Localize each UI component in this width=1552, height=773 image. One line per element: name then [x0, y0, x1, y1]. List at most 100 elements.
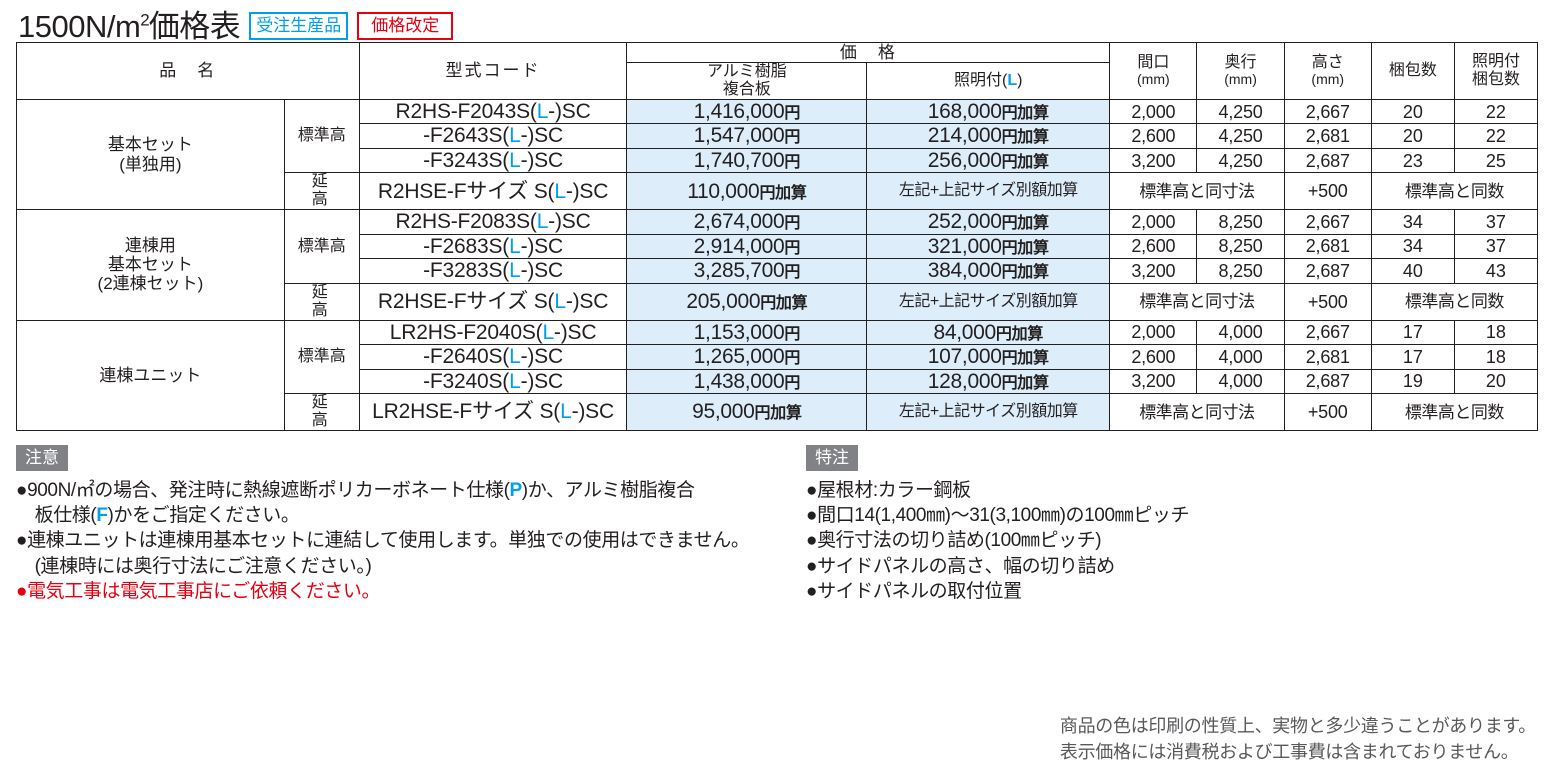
width-cell: 2,600 — [1109, 233, 1198, 260]
packages-note-cell: 標準高と同数 — [1370, 172, 1539, 211]
height-type-standard: 標準高 — [283, 98, 360, 174]
yen-unit: 円 — [784, 129, 801, 147]
header-width-unit: (mm) — [1137, 71, 1170, 88]
height-type-standard: 標準高 — [283, 319, 360, 395]
height-cell: 2,681 — [1283, 123, 1372, 149]
height-cell: +500 — [1283, 393, 1372, 431]
table-row: -F3240S(L-)SC 1,438,000円 128,000円加算 3,200 4,… — [17, 368, 1539, 395]
yen-unit: 円 — [784, 264, 801, 282]
header-packages-light-line2: 梱包数 — [1471, 70, 1520, 88]
yen-unit: 円加算 — [1001, 215, 1049, 233]
special-order-column: 特注 ●屋根材:カラー鋼板 ●間口14(1,400㎜)〜31(3,100㎜)の10… — [806, 444, 1506, 604]
disclaimer: 商品の色は印刷の性質上、実物と多少違うことがあります。 表示価格には消費税および… — [1060, 713, 1536, 765]
price-lighting-cell: 321,000円加算 — [866, 233, 1111, 260]
header-price-aluminum-line1: アルミ樹脂 — [706, 63, 787, 81]
price-aluminum-cell: 1,416,000円 — [626, 98, 868, 125]
height-type-extended: 延 高 — [283, 172, 360, 211]
header-packages: 梱包数 — [1370, 42, 1455, 100]
width-cell: 3,200 — [1109, 368, 1198, 395]
caution-item: ●900N/㎡の場合、発注時に熱線遮断ポリカーボネート仕様(P)か、アルミ樹脂複… — [16, 479, 695, 501]
model-code-cell: -F2643S(L-)SC — [358, 123, 628, 149]
packages-light-cell: 22 — [1453, 98, 1539, 125]
lighting-mark: L — [509, 234, 521, 258]
model-code-cell: R2HS-F2043S(L-)SC — [358, 98, 628, 125]
packages-light-cell: 43 — [1453, 258, 1539, 284]
price-lighting-cell: 107,000円加算 — [866, 344, 1111, 370]
spec-mark: F — [96, 505, 108, 527]
width-cell: 2,600 — [1109, 344, 1198, 370]
yen-unit: 円 — [784, 153, 801, 171]
badge-made-to-order: 受注生産品 — [249, 12, 349, 40]
table-row: -F2640S(L-)SC 1,265,000円 107,000円加算 2,600 4,… — [17, 344, 1539, 370]
header-depth-unit: (mm) — [1224, 71, 1257, 88]
product-name-line: 基本セット — [107, 255, 193, 275]
yen-unit: 円 — [784, 350, 801, 368]
caution-item: (連棟時には奥行寸法にご注意ください。) — [16, 555, 372, 577]
header-height: 高さ (mm) — [1283, 42, 1372, 100]
height-cell: 2,687 — [1283, 258, 1372, 284]
depth-cell: 4,250 — [1196, 98, 1285, 125]
packages-light-cell: 37 — [1453, 209, 1539, 235]
table-row: -F2643S(L-)SC 1,547,000円 214,000円加算 2,600 4,… — [17, 123, 1539, 149]
header-price-lighting-suffix: ) — [1017, 71, 1023, 89]
disclaimer-line-2: 表示価格には消費税および工事費は含まれておりません。 — [1059, 741, 1519, 762]
header-depth-label: 奥行 — [1224, 54, 1257, 72]
size-note-cell: 標準高と同寸法 — [1109, 282, 1285, 321]
packages-light-cell: 18 — [1453, 344, 1539, 370]
price-aluminum-cell: 1,265,000円 — [626, 344, 868, 370]
special-order-item: ●屋根材:カラー鋼板 — [806, 479, 971, 501]
header-model-code: 型式コード — [358, 42, 628, 100]
header-row-2: アルミ樹脂 複合板 照明付(L) — [17, 62, 1538, 100]
header-product-name: 品 名 — [16, 42, 360, 100]
page-title: 1500N/m2価格表 — [18, 9, 241, 44]
caution-column: 注意 ●900N/㎡の場合、発注時に熱線遮断ポリカーボネート仕様(P)か、アルミ… — [16, 444, 806, 604]
packages-cell: 17 — [1370, 319, 1455, 346]
notes-section: 注意 ●900N/㎡の場合、発注時に熱線遮断ポリカーボネート仕様(P)か、アルミ… — [0, 431, 1552, 604]
special-order-item: ●サイドパネルの高さ、幅の切り詰め — [806, 555, 1115, 577]
product-name-cell: 連棟ユニット — [16, 319, 285, 431]
model-code-cell: -F2683S(L-)SC — [358, 233, 628, 260]
lighting-mark: L — [509, 369, 521, 393]
caution-item: ●連棟ユニットは連棟用基本セットに連結して使用します。単独での使用はできません。 — [16, 530, 750, 552]
price-aluminum-cell: 1,438,000円 — [626, 368, 868, 395]
packages-cell: 34 — [1370, 233, 1455, 260]
depth-cell: 8,250 — [1196, 233, 1285, 260]
lighting-mark: L — [509, 148, 521, 172]
width-cell: 2,000 — [1109, 209, 1198, 235]
yen-unit: 円 — [784, 104, 801, 122]
special-order-item: ●間口14(1,400㎜)〜31(3,100㎜)の100㎜ピッチ — [806, 505, 1190, 527]
height-cell: 2,687 — [1283, 147, 1372, 174]
model-code-cell: R2HSE-Fサイズ S(L-)SC — [358, 172, 628, 211]
model-code-cell: LR2HS-F2040S(L-)SC — [358, 319, 628, 346]
header-price-aluminum: アルミ樹脂 複合板 — [626, 62, 868, 100]
header-price-lighting-mark: L — [1007, 71, 1018, 89]
packages-light-cell: 20 — [1453, 368, 1539, 395]
height-cell: +500 — [1283, 282, 1372, 321]
spec-mark: P — [509, 479, 523, 501]
badge-price-revised: 価格改定 — [357, 12, 454, 40]
yen-unit: 円加算 — [1001, 153, 1049, 171]
lighting-mark: L — [554, 289, 566, 313]
yen-unit: 円 — [784, 374, 801, 392]
price-lighting-note-cell: 左記+上記サイズ別額加算 — [866, 393, 1111, 431]
yen-unit: 円加算 — [1001, 129, 1049, 147]
depth-cell: 4,000 — [1196, 319, 1285, 346]
packages-cell: 17 — [1370, 344, 1455, 370]
product-name-cell: 基本セット (単独用) — [16, 98, 285, 211]
packages-light-cell: 22 — [1453, 123, 1539, 149]
height-type-standard: 標準高 — [283, 209, 360, 284]
price-aluminum-cell: 1,740,700円 — [626, 147, 868, 174]
size-note-cell: 標準高と同寸法 — [1109, 393, 1285, 431]
width-cell: 2,000 — [1109, 98, 1198, 125]
product-name-line: 基本セット — [107, 135, 193, 155]
packages-light-cell: 25 — [1453, 147, 1539, 174]
page-title-tail: 価格表 — [148, 9, 241, 44]
height-cell: 2,681 — [1283, 344, 1372, 370]
packages-cell: 23 — [1370, 147, 1455, 174]
caution-list: ●900N/㎡の場合、発注時に熱線遮断ポリカーボネート仕様(P)か、アルミ樹脂複… — [16, 478, 806, 579]
packages-light-cell: 37 — [1453, 233, 1539, 260]
yen-unit: 円 — [784, 215, 801, 233]
price-aluminum-cell: 95,000円加算 — [626, 393, 868, 431]
header-packages-light: 照明付 梱包数 — [1453, 42, 1539, 100]
header-price-group: 価 格 — [626, 41, 1111, 64]
